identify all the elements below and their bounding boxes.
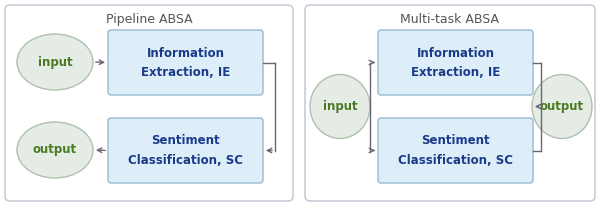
- Ellipse shape: [310, 75, 370, 138]
- Text: input: input: [323, 100, 358, 113]
- FancyBboxPatch shape: [378, 30, 533, 95]
- Text: Information
Extraction, IE: Information Extraction, IE: [141, 47, 230, 78]
- Ellipse shape: [17, 34, 93, 90]
- Text: Pipeline ABSA: Pipeline ABSA: [106, 13, 193, 26]
- Text: Sentiment
Classification, SC: Sentiment Classification, SC: [398, 135, 513, 166]
- Ellipse shape: [532, 75, 592, 138]
- Text: Multi-task ABSA: Multi-task ABSA: [401, 13, 499, 26]
- FancyBboxPatch shape: [378, 118, 533, 183]
- Text: Information
Extraction, IE: Information Extraction, IE: [411, 47, 500, 78]
- Text: output: output: [33, 144, 77, 157]
- FancyBboxPatch shape: [5, 5, 293, 201]
- FancyBboxPatch shape: [305, 5, 595, 201]
- Ellipse shape: [17, 122, 93, 178]
- Text: input: input: [38, 55, 73, 69]
- FancyBboxPatch shape: [108, 118, 263, 183]
- FancyBboxPatch shape: [108, 30, 263, 95]
- Text: Sentiment
Classification, SC: Sentiment Classification, SC: [128, 135, 243, 166]
- Text: output: output: [540, 100, 584, 113]
